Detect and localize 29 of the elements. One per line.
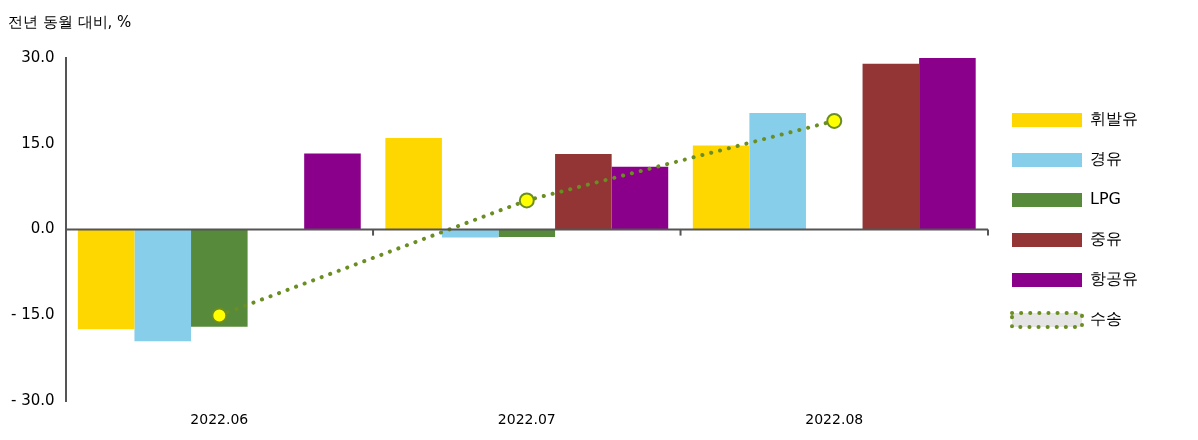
x-tick-label: 2022.07	[497, 411, 556, 428]
legend-label: 중유	[1090, 229, 1122, 249]
bar	[749, 112, 806, 230]
y-tick-label: 15.0	[21, 133, 55, 152]
bar	[191, 229, 248, 327]
legend-label: 경유	[1090, 149, 1122, 169]
bar	[611, 166, 669, 230]
legend-label: 수송	[1090, 309, 1122, 329]
chart-title: 전년 동월 대비, %	[8, 12, 132, 31]
bar	[134, 229, 192, 342]
point	[518, 192, 535, 209]
x-tick-label: 2022.06	[190, 411, 249, 428]
legend-label: 항공유	[1090, 269, 1138, 289]
y-tick-label: 30.0	[21, 47, 55, 66]
bar	[385, 138, 442, 230]
bar	[692, 145, 750, 230]
x-tick-label: 2022.08	[805, 411, 864, 428]
legend-label: 휘발유	[1090, 109, 1138, 129]
bar	[304, 153, 361, 230]
bar	[919, 58, 976, 230]
point	[826, 112, 843, 129]
legend-label: LPG	[1090, 189, 1121, 209]
point	[211, 307, 228, 324]
y-tick-label: 0.0	[30, 219, 55, 238]
y-tick-label: - 15.0	[10, 305, 55, 324]
y-tick-label: - 30.0	[10, 391, 55, 410]
bar	[862, 63, 920, 230]
bar	[555, 154, 612, 230]
bar	[77, 229, 135, 330]
